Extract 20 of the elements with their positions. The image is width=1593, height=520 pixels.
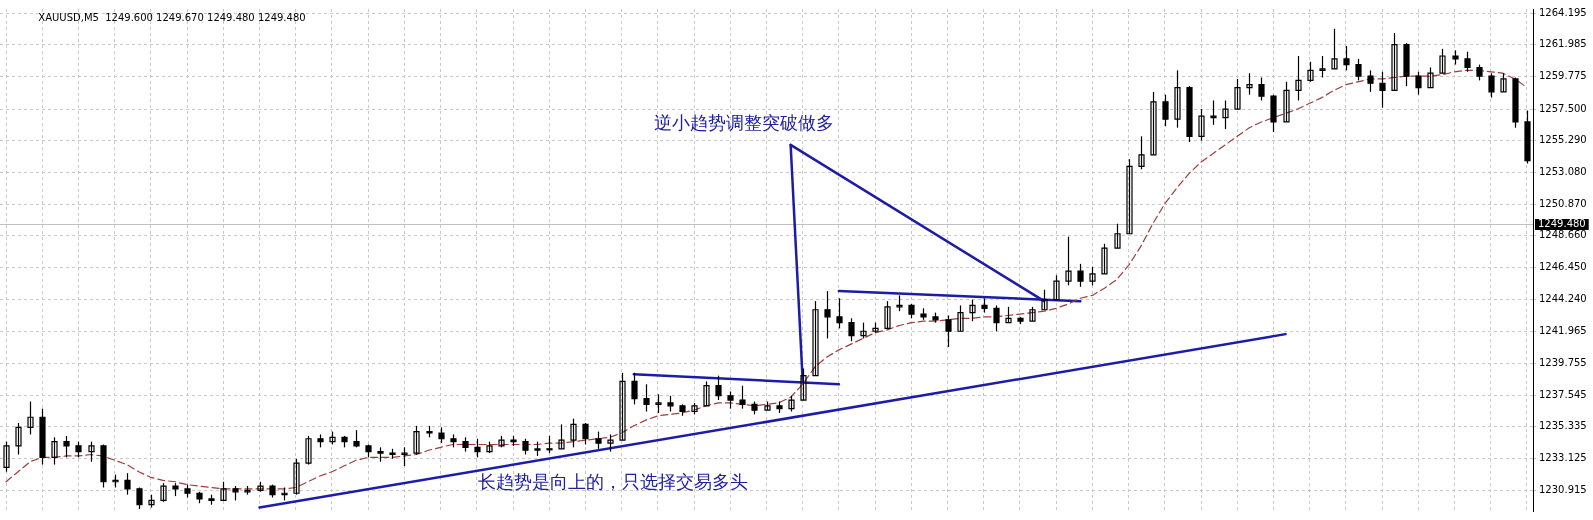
y-tick-label: 1235.335 xyxy=(1539,420,1587,432)
annotation: XAUUSD,M5 1249.600 1249.670 1249.480 1249.480 xyxy=(38,11,306,23)
annotation: 长趋势是向上的，只选择交易多头 xyxy=(478,471,749,493)
y-tick-label: 1248.660 xyxy=(1539,229,1587,241)
y-tick-label: 1241.965 xyxy=(1539,325,1587,337)
y-tick-label: 1261.985 xyxy=(1539,38,1587,50)
y-tick-label: 1257.500 xyxy=(1539,102,1587,114)
y-tick-label: 1264.195 xyxy=(1539,6,1587,18)
y-tick-label: 1233.125 xyxy=(1539,452,1587,464)
annotation: 逆小趋势调整突破做多 xyxy=(653,112,834,134)
y-tick-label: 1237.545 xyxy=(1539,388,1587,400)
y-tick-label: 1239.755 xyxy=(1539,357,1587,369)
ref-line-label: 1249.480 xyxy=(1538,218,1586,230)
y-tick-label: 1246.450 xyxy=(1539,261,1587,273)
y-tick-label: 1250.870 xyxy=(1539,197,1587,209)
y-tick-label: 1253.080 xyxy=(1539,166,1587,178)
y-tick-label: 1230.915 xyxy=(1539,483,1587,495)
y-tick-label: 1259.775 xyxy=(1539,70,1587,82)
y-tick-label: 1255.290 xyxy=(1539,134,1587,146)
y-tick-label: 1244.240 xyxy=(1539,292,1587,304)
